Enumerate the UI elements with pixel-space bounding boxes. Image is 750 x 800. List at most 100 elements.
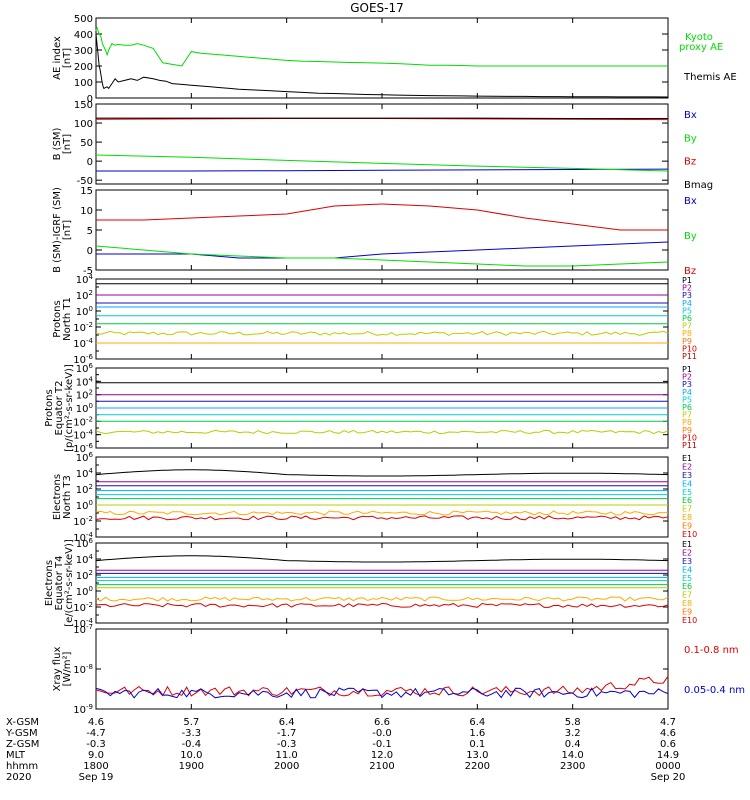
ytick-label: 10-8 — [73, 663, 93, 676]
axis-row-value: -1.7 — [277, 728, 297, 739]
axis-row-label: Z-GSM — [6, 739, 39, 750]
panel-frame — [95, 17, 669, 99]
ytick-label: 106 — [76, 537, 94, 550]
ytick-label: 15 — [80, 186, 93, 197]
ylabel-line: Protons — [44, 389, 55, 426]
panel-frame — [95, 103, 669, 185]
axis-row-value: -0.4 — [182, 739, 202, 750]
ytick-label: 10-4 — [73, 429, 93, 442]
ytick-label: 0 — [87, 157, 93, 168]
ytick-label: 10-4 — [73, 617, 93, 630]
ytick-label: 0 — [87, 94, 93, 105]
axis-row-value: 2300 — [560, 761, 585, 772]
ylabel-line: Equator T4 — [54, 556, 65, 611]
ylabel-line: North T3 — [62, 475, 73, 519]
legend-p4: P4 — [682, 299, 692, 308]
axis-row-value: 14.0 — [562, 750, 584, 761]
ytick-label: 150 — [74, 100, 93, 111]
ytick-label: 102 — [76, 569, 93, 582]
axis-row-value: 10.0 — [180, 750, 202, 761]
legend-e4: E4 — [682, 565, 692, 574]
axis-row-value: 6.4 — [279, 717, 295, 728]
axis-row-value: 4.6 — [88, 717, 104, 728]
axis-row-value: 12.0 — [371, 750, 393, 761]
legend-e3: E3 — [682, 471, 692, 480]
panel-bsm_igrf: -5 0 5 10 15 B (SM)-IGRF (SM) [nT] Bx By Bz — [52, 186, 697, 277]
axis-row-label: X-GSM — [6, 717, 39, 728]
legend-e10: E10 — [682, 616, 697, 625]
legend-bz: Bz — [684, 157, 696, 168]
legend-e1: E1 — [682, 454, 692, 463]
ytick-label: 102 — [76, 483, 93, 496]
legend-p3: P3 — [682, 380, 692, 389]
axis-row-value: 1.6 — [469, 728, 485, 739]
ytick-label: 10-6 — [73, 353, 93, 366]
legend-p8: P8 — [682, 418, 692, 427]
axis-row-value: 0.4 — [565, 739, 581, 750]
axis-row-value: 4.6 — [660, 728, 676, 739]
axis-row-value: 3.2 — [565, 728, 581, 739]
ytick-label: 200 — [74, 62, 93, 73]
legend-e9: E9 — [682, 608, 692, 617]
ylabel-line: [e/(cm²-s-sr-keV)] — [64, 539, 75, 627]
axis-row-value: 0000 — [655, 761, 680, 772]
legend-bx: Bx — [684, 196, 697, 207]
legend-p6: P6 — [682, 314, 692, 323]
legend-p4: P4 — [682, 388, 692, 397]
legend-e5: E5 — [682, 488, 692, 497]
ytick-label: 10 — [80, 206, 93, 217]
panel-electrons_t4: 10-4 10-2 100 102 104 106 Electrons Equator T4[… — [44, 537, 697, 630]
legend-kyoto-line2: proxy AE — [679, 42, 723, 53]
legend-e6: E6 — [682, 582, 692, 591]
axis-row-value: 6.6 — [374, 717, 390, 728]
ytick-label: 102 — [76, 389, 93, 402]
ytick-label: 104 — [76, 467, 94, 480]
axis-row-value: -0.0 — [372, 728, 392, 739]
legend-bz: Bz — [684, 266, 696, 277]
legend-xray-long: 0.1-0.8 nm — [684, 645, 739, 656]
ytick-label: 100 — [76, 585, 93, 598]
ylabel-line: Protons — [52, 300, 63, 337]
axis-row-value: -0.3 — [86, 739, 106, 750]
axis-row-label: 2020 — [6, 772, 31, 783]
time-axis: X-GSM 4.6 5.7 6.4 6.6 6.4 5.8 4.7Y-GSM -4.7 -3.3-… — [5, 717, 685, 783]
ytick-label: 100 — [76, 499, 93, 512]
legend-e9: E9 — [682, 522, 692, 531]
legend-p11: P11 — [682, 441, 697, 450]
legend-e8: E8 — [682, 513, 692, 522]
ytick-label: 100 — [74, 78, 93, 89]
series-e1 — [95, 469, 669, 477]
legend-kyoto-line1: Kyoto — [685, 32, 713, 43]
ytick-label: 500 — [74, 14, 93, 25]
series-e10 — [95, 515, 669, 521]
legend-p1: P1 — [682, 365, 692, 374]
axis-row-label: MLT — [6, 750, 26, 761]
ytick-label: 104 — [76, 375, 94, 388]
ytick-label: 5 — [87, 226, 93, 237]
panel-frame — [95, 278, 669, 360]
ytick-label: 10-2 — [73, 321, 93, 334]
legend-e3: E3 — [682, 557, 692, 566]
ytick-label: 100 — [74, 119, 93, 130]
ylabel-line: [p/(cm²-s-sr-keV)] — [64, 364, 75, 452]
legend-p3: P3 — [682, 291, 692, 300]
legend-by: By — [684, 231, 697, 242]
legend-e4: E4 — [682, 479, 692, 488]
axis-row-value: 2100 — [369, 761, 394, 772]
ytick-label: 10-2 — [73, 601, 93, 614]
ylabel-line: [nT] — [62, 134, 73, 154]
ytick-label: -5 — [83, 266, 93, 277]
series-e1 — [95, 555, 669, 563]
panel-frame — [95, 189, 669, 271]
axis-row-value: -4.7 — [86, 728, 106, 739]
legend-bmag: Bmag — [684, 180, 713, 191]
ylabel-line: [nT] — [62, 48, 73, 68]
axis-row-value: 9.0 — [88, 750, 104, 761]
series-bz — [96, 203, 668, 231]
legend-p10: P10 — [682, 433, 697, 442]
axis-row-label: Y-GSM — [5, 728, 38, 739]
